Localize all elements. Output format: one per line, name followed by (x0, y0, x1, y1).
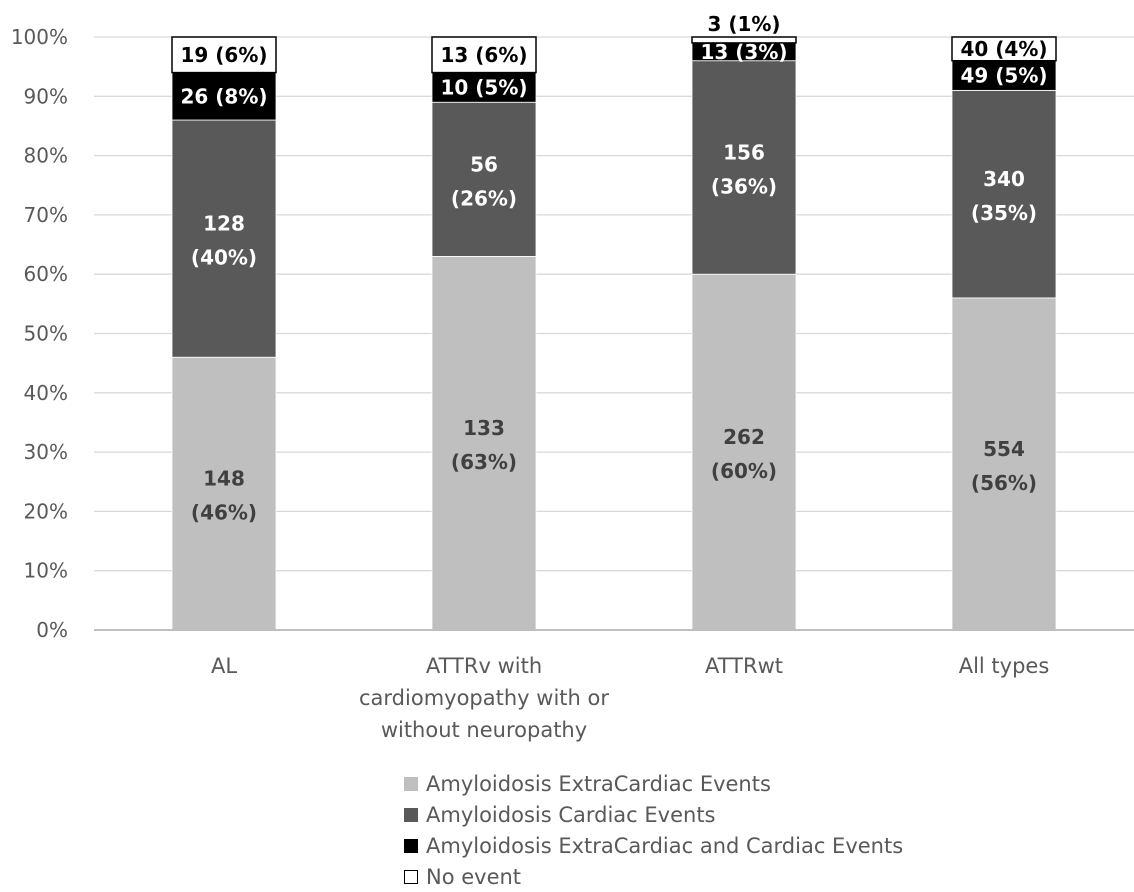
y-tick-label: 90% (24, 84, 68, 108)
bar-segment (691, 60, 797, 275)
data-label: 13 (6%) (440, 43, 527, 67)
data-label: 3 (1%) (707, 12, 780, 36)
x-category-label: without neuropathy (381, 718, 587, 742)
y-tick-label: 80% (24, 144, 68, 168)
legend-label: Amyloidosis ExtraCardiac and Cardiac Eve… (426, 833, 904, 858)
bar-segment (951, 36, 1057, 62)
data-label: (56%) (971, 471, 1037, 495)
legend-item-extracardiac: Amyloidosis ExtraCardiac Events (404, 768, 903, 799)
legend-label: Amyloidosis Cardiac Events (426, 802, 716, 827)
x-category-label: AL (211, 654, 237, 678)
data-label: 148 (203, 467, 245, 491)
y-tick-label: 20% (24, 499, 68, 523)
bar-segment (431, 101, 537, 257)
bar-segment (171, 119, 277, 358)
bar-segment (431, 72, 537, 103)
y-tick-label: 50% (24, 322, 68, 346)
bar-segment (171, 36, 277, 74)
bar-segment (951, 89, 1057, 299)
data-label: 49 (5%) (960, 64, 1047, 88)
data-label: 19 (6%) (180, 43, 267, 67)
x-category-label: cardiomyopathy with or (359, 686, 609, 710)
bar-segment (951, 297, 1057, 631)
x-category-label: ATTRwt (705, 654, 783, 678)
legend-item-no-event: No event (404, 861, 903, 892)
data-label: (63%) (451, 450, 517, 474)
legend-item-extracardiac-and-cardiac: Amyloidosis ExtraCardiac and Cardiac Eve… (404, 830, 903, 861)
data-label: 262 (723, 425, 765, 449)
data-label: (60%) (711, 459, 777, 483)
data-label: 56 (470, 152, 498, 176)
data-label: 13 (3%) (700, 40, 787, 64)
legend-swatch (404, 807, 418, 822)
bar-segment (951, 60, 1057, 91)
legend-swatch (404, 776, 418, 791)
data-label: 40 (4%) (960, 37, 1047, 61)
data-label: 554 (983, 437, 1025, 461)
x-category-label: All types (959, 654, 1050, 678)
stacked-bar-chart: 0% 10% 20% 30% 40% 50% 60% 70% 80% 90% 100% 148 (46%… (11, 12, 1134, 742)
chart-legend: Amyloidosis ExtraCardiac Events Amyloido… (404, 768, 903, 892)
data-label: (40%) (191, 246, 257, 270)
data-label: (26%) (451, 186, 517, 210)
data-label: 340 (983, 167, 1025, 191)
y-tick-label: 100% (11, 25, 68, 49)
y-tick-label: 0% (36, 618, 68, 642)
y-tick-label: 70% (24, 203, 68, 227)
data-label: 26 (8%) (180, 84, 267, 108)
y-tick-label: 30% (24, 440, 68, 464)
legend-swatch (404, 869, 418, 884)
bar-segment (691, 36, 797, 44)
data-label: (35%) (971, 201, 1037, 225)
data-label: (36%) (711, 174, 777, 198)
legend-swatch (404, 838, 418, 853)
legend-label: Amyloidosis ExtraCardiac Events (426, 771, 771, 796)
data-label: 128 (203, 212, 245, 236)
y-tick-label: 40% (24, 381, 68, 405)
bar-segment (691, 273, 797, 631)
data-label: 156 (723, 140, 765, 164)
y-tick-label: 10% (24, 559, 68, 583)
bar-segment (431, 36, 537, 74)
x-category-label: ATTRv with (426, 654, 542, 678)
bar-segment (171, 356, 277, 631)
data-label: 10 (5%) (440, 75, 527, 99)
bar-segment (431, 256, 537, 631)
data-label: (46%) (191, 501, 257, 525)
data-label: 133 (463, 416, 505, 440)
legend-item-cardiac: Amyloidosis Cardiac Events (404, 799, 903, 830)
y-tick-label: 60% (24, 262, 68, 286)
